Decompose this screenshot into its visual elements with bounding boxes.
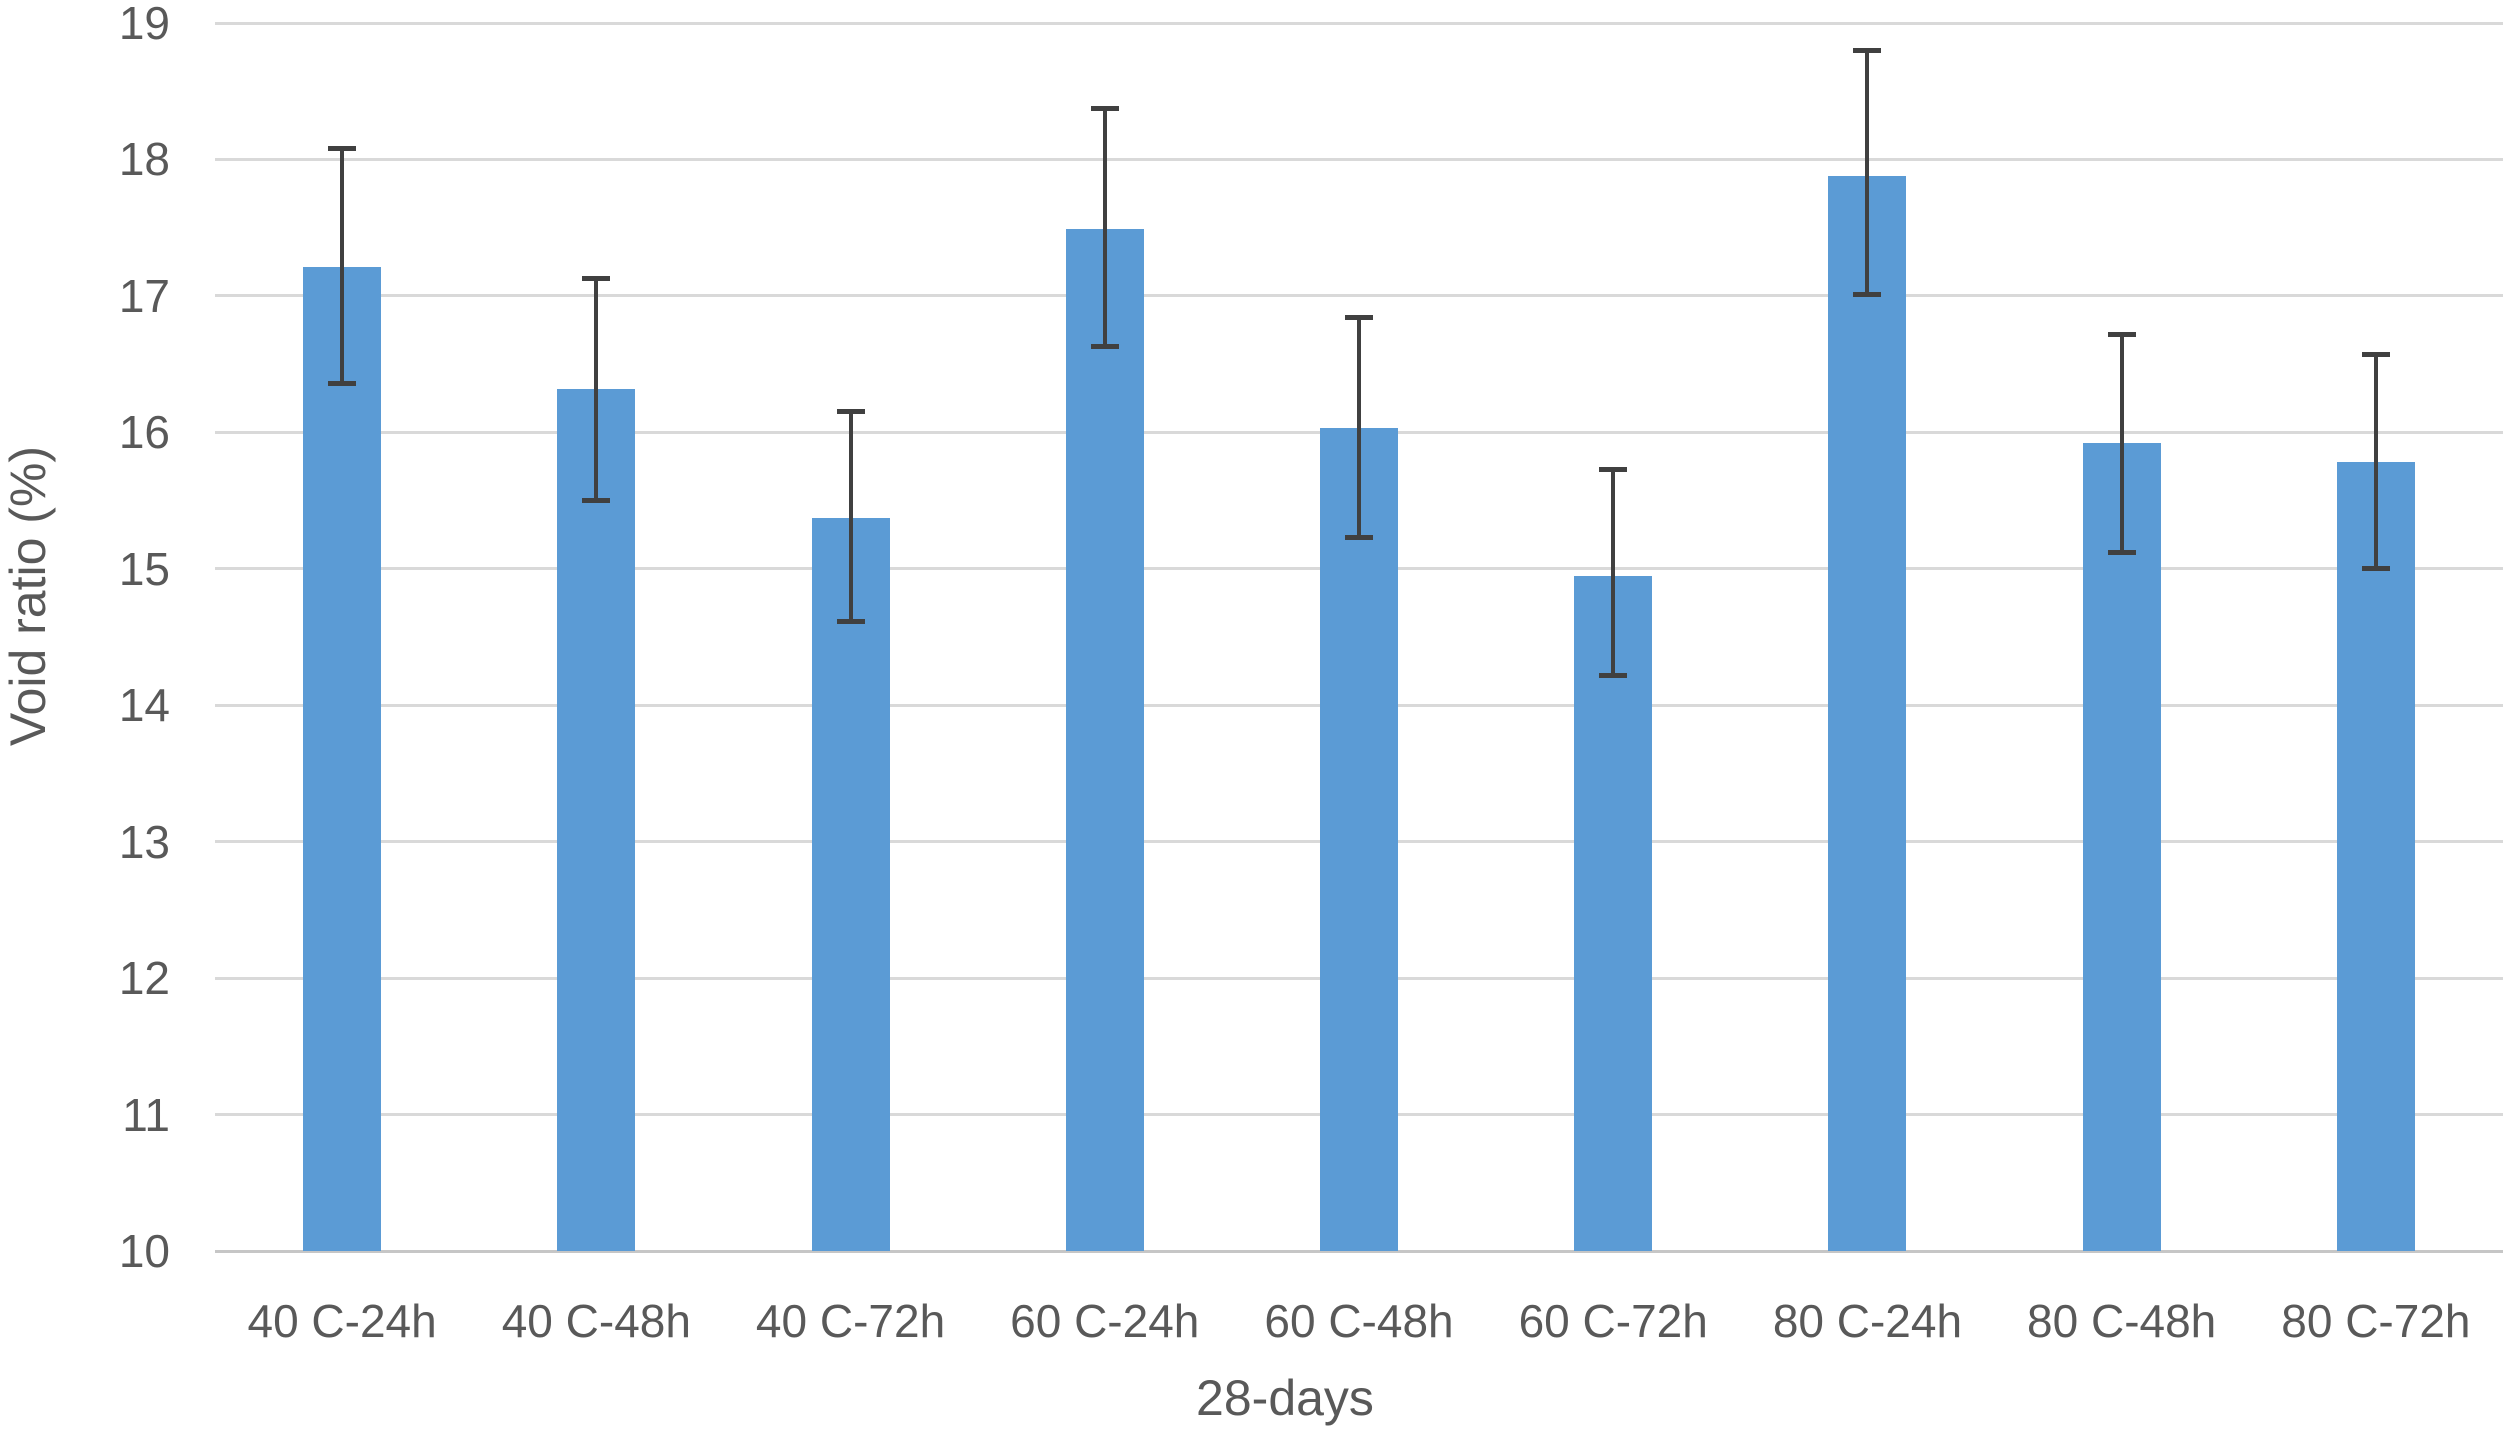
y-tick-label-10: 10	[118, 1225, 170, 1277]
y-tick-label-11: 11	[122, 1088, 170, 1141]
y-tick-label-12: 12	[118, 952, 170, 1005]
y-tick-label-15: 15	[118, 542, 170, 595]
error-bar-bottom-cap-40-c-48h	[582, 498, 611, 504]
error-bar-bottom-cap-60-c-24h	[1090, 343, 1119, 349]
error-bar-bottom-cap-80-c-24h	[1853, 292, 1882, 298]
y-tick-label-18: 18	[118, 133, 170, 186]
error-bar-line-60-c-72h	[1611, 469, 1616, 676]
x-tick-label-40-c-24h: 40 C-24h	[247, 1295, 437, 1347]
error-bar-top-cap-60-c-72h	[1599, 466, 1628, 472]
error-bar-line-80-c-24h	[1865, 50, 1870, 295]
bar-80-c-72h	[2336, 462, 2415, 1251]
error-bar-top-cap-60-c-24h	[1090, 106, 1119, 112]
error-bar-top-cap-40-c-72h	[836, 409, 865, 415]
error-bar-top-cap-80-c-24h	[1853, 47, 1882, 53]
x-tick-label-80-c-48h: 80 C-48h	[2027, 1295, 2217, 1347]
bar-60-c-72h	[1574, 575, 1653, 1251]
bar-40-c-72h	[811, 518, 890, 1251]
gridline-17	[215, 294, 2503, 298]
x-tick-label-60-c-72h: 60 C-72h	[1518, 1295, 1708, 1347]
error-bar-bottom-cap-40-c-24h	[328, 380, 357, 386]
y-tick-label-17: 17	[118, 269, 170, 322]
y-tick-label-13: 13	[118, 815, 170, 868]
error-bar-top-cap-40-c-48h	[582, 275, 611, 281]
error-bar-line-80-c-72h	[2373, 354, 2378, 569]
error-bar-line-80-c-48h	[2119, 334, 2124, 553]
error-bar-bottom-cap-60-c-72h	[1599, 672, 1628, 678]
y-tick-label-14: 14	[118, 679, 170, 732]
error-bar-top-cap-80-c-72h	[2361, 352, 2390, 358]
bar-40-c-48h	[557, 388, 636, 1251]
x-tick-label-80-c-24h: 80 C-24h	[1772, 1295, 1963, 1347]
x-tick-label-40-c-72h: 40 C-72h	[755, 1295, 946, 1347]
error-bar-top-cap-60-c-48h	[1345, 315, 1373, 321]
error-bar-bottom-cap-80-c-48h	[2107, 549, 2136, 555]
y-tick-label-16: 16	[118, 406, 170, 459]
error-bar-line-60-c-24h	[1102, 108, 1107, 347]
error-bar-bottom-cap-40-c-72h	[836, 619, 865, 625]
error-bar-bottom-cap-60-c-48h	[1345, 534, 1373, 540]
error-bar-line-40-c-48h	[594, 278, 599, 501]
bar-80-c-48h	[2082, 443, 2161, 1251]
error-bar-line-40-c-72h	[848, 411, 853, 622]
x-tick-label-60-c-48h: 60 C-48h	[1264, 1295, 1454, 1347]
y-tick-label-19: 19	[118, 0, 170, 49]
x-tick-label-80-c-72h: 80 C-72h	[2281, 1295, 2471, 1347]
error-bar-top-cap-40-c-24h	[328, 146, 357, 152]
y-axis-title: Void ratio (%)	[0, 445, 56, 747]
x-tick-label-60-c-24h: 60 C-24h	[1010, 1295, 1200, 1347]
x-axis-title: 28-days	[1196, 1370, 1374, 1426]
gridline-18	[215, 157, 2503, 161]
bar-40-c-24h	[303, 267, 382, 1251]
x-axis-line	[215, 1250, 2503, 1253]
error-bar-line-40-c-24h	[340, 148, 345, 384]
error-bar-top-cap-80-c-48h	[2107, 331, 2136, 337]
bar-60-c-24h	[1065, 229, 1144, 1251]
bar-60-c-48h	[1320, 428, 1398, 1251]
gridline-19	[215, 21, 2503, 25]
bar-80-c-24h	[1828, 175, 1907, 1251]
error-bar-line-60-c-48h	[1357, 317, 1361, 538]
error-bar-bottom-cap-80-c-72h	[2361, 566, 2390, 572]
x-tick-label-40-c-48h: 40 C-48h	[501, 1295, 691, 1347]
